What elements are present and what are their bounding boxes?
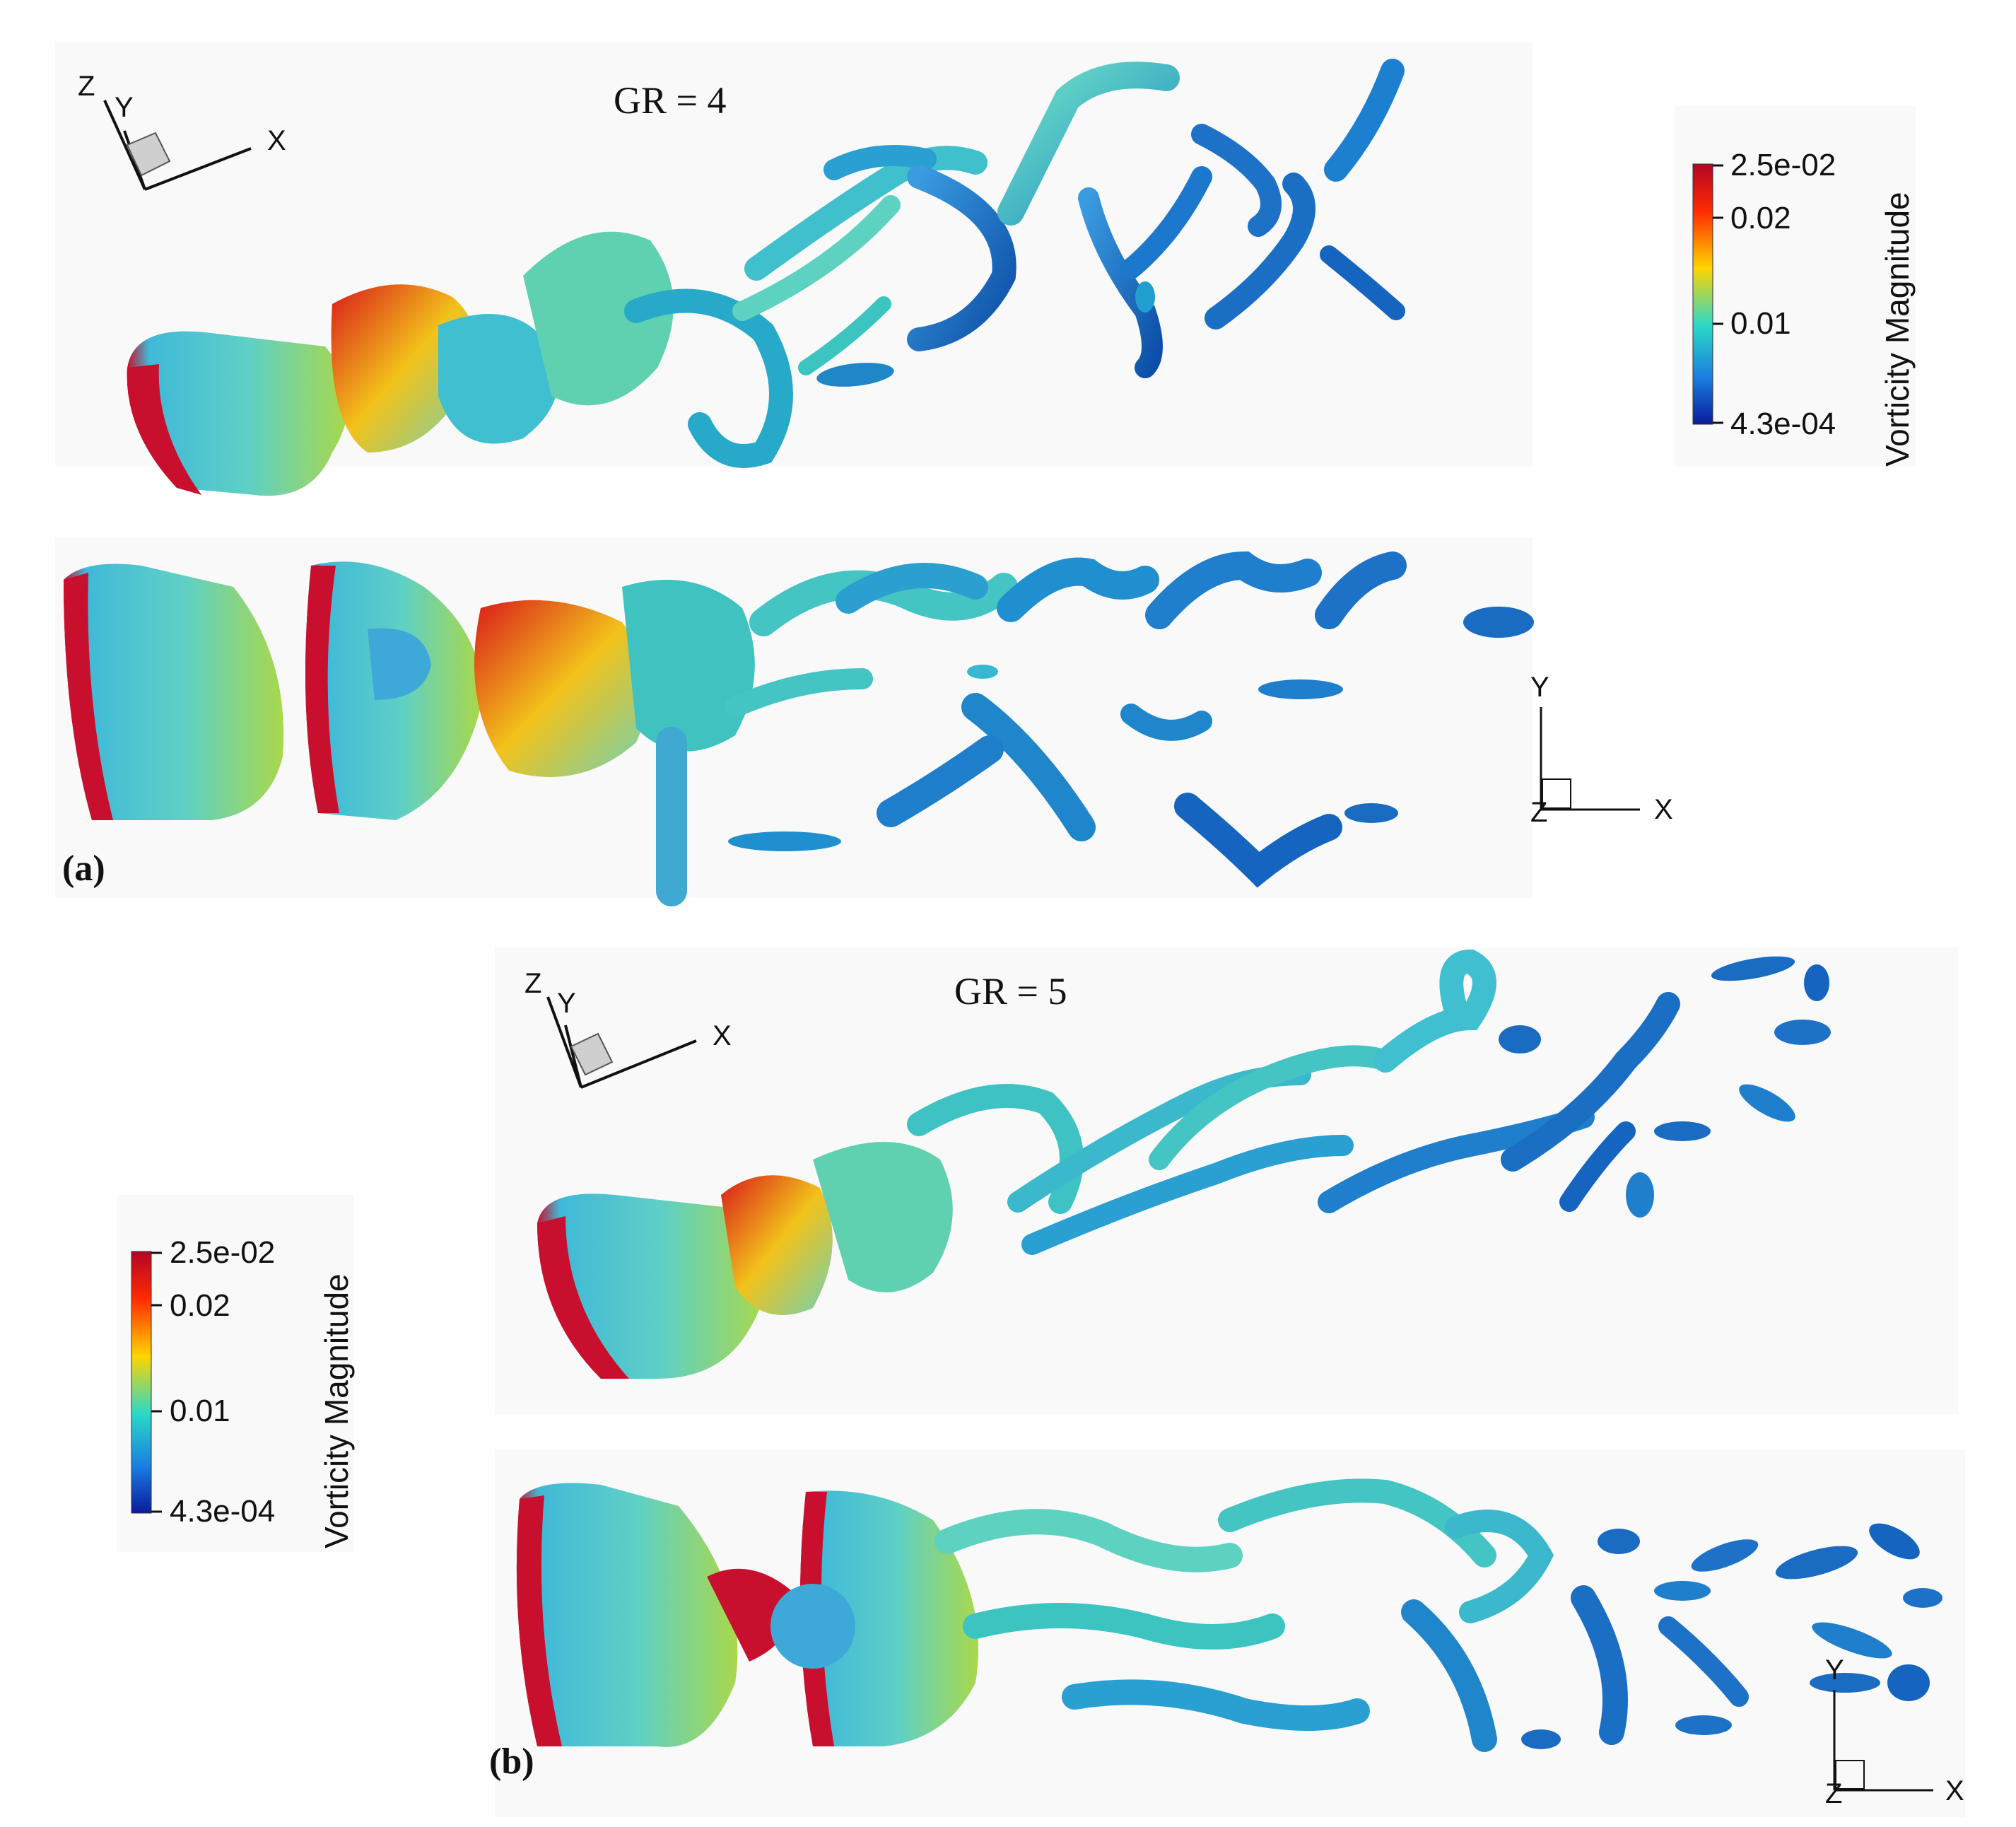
axis-label-y: Y [1825, 1654, 1844, 1686]
orientation-triad-2d-a: X Y Z [1530, 672, 1673, 828]
colorbar-a: 2.5e-02 0.02 0.01 4.3e-04 Vorticity Magn… [1675, 106, 1916, 467]
colorbar-b-tick-max: 2.5e-02 [170, 1235, 275, 1270]
orientation-triad-3d-a: X Y Z [78, 71, 286, 191]
cylinder-wake-body [516, 1483, 738, 1747]
axis-label-z: Z [1825, 1778, 1842, 1809]
panel-a-title: GR = 4 [614, 79, 726, 122]
axis-label-x: X [267, 125, 286, 156]
axis-label-z: Z [78, 71, 95, 102]
colorbar-a-gradient [1692, 163, 1713, 425]
panel-b-title: GR = 5 [954, 970, 1067, 1012]
vortex-structures-a-planar [64, 551, 1534, 906]
vortex-structures-b-perspective [537, 949, 1831, 1379]
axis-label-x: X [1945, 1775, 1964, 1806]
colorbar-b-gradient [131, 1251, 152, 1514]
axis-label-z: Z [1530, 797, 1547, 828]
axis-label-y: Y [115, 92, 134, 123]
axis-label-x: X [1654, 794, 1673, 825]
colorbar-b-tick-001: 0.01 [170, 1394, 230, 1428]
colorbar-b: 2.5e-02 0.02 0.01 4.3e-04 Vorticity Magn… [117, 1195, 355, 1552]
axis-label-x: X [713, 1020, 732, 1051]
colorbar-a-tick-min: 4.3e-04 [1730, 407, 1836, 441]
axis-label-y: Y [557, 988, 576, 1019]
colorbar-a-title: Vorticity Magnitude [1879, 192, 1916, 467]
vortex-structures-b-planar [516, 1478, 1942, 1752]
colorbar-a-tick-001: 0.01 [1730, 306, 1791, 341]
colorbar-b-tick-002: 0.02 [170, 1288, 230, 1323]
vortex-structures-a-perspective [127, 59, 1405, 496]
colorbar-b-title: Vorticity Magnitude [318, 1273, 355, 1548]
panel-a: X Y Z GR = 4 [55, 42, 1673, 906]
cylinder-wake-body [64, 564, 284, 820]
orientation-triad-2d-b: X Y Z [1825, 1654, 1964, 1809]
colorbar-b-tick-min: 4.3e-04 [170, 1494, 275, 1529]
colorbar-a-tick-002: 0.02 [1730, 201, 1791, 235]
orientation-triad-3d-b: X Y Z [524, 968, 732, 1089]
cylinder-wake-body [127, 331, 348, 496]
panel-b-label: (b) [489, 1741, 534, 1782]
panel-a-label: (a) [62, 848, 105, 889]
colorbar-a-tick-max: 2.5e-02 [1730, 148, 1836, 182]
panel-b: X Y Z GR = 5 [489, 947, 1965, 1817]
axis-label-y: Y [1530, 672, 1549, 703]
axis-label-z: Z [524, 968, 541, 999]
